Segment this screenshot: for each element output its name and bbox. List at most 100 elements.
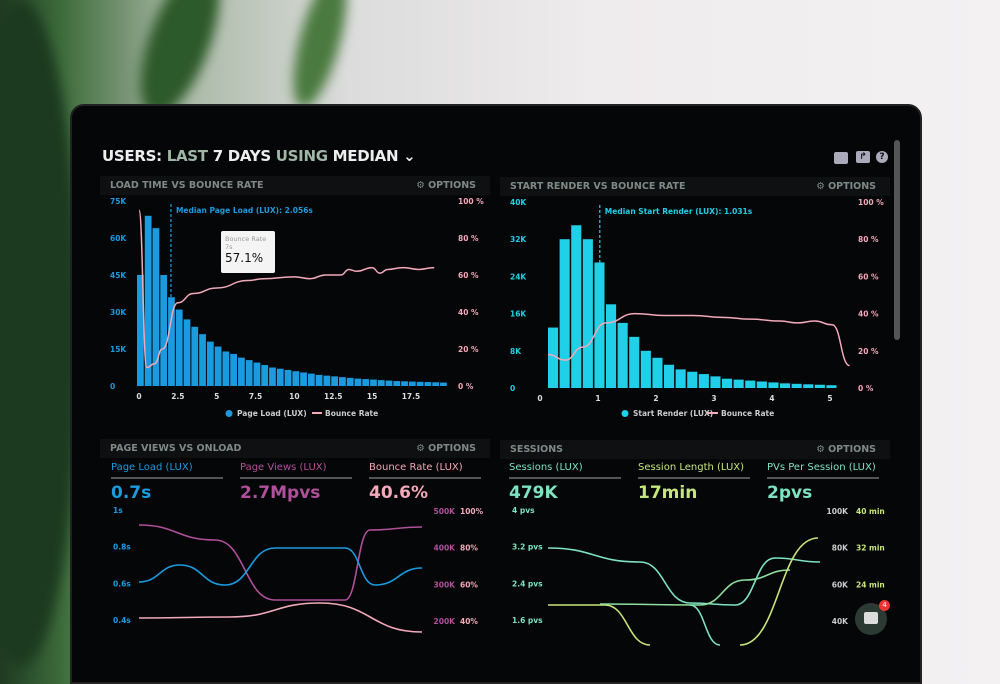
y-tick-label: 1s <box>113 506 123 515</box>
x-tick-label: 12.5 <box>324 392 343 401</box>
y-tick-label: 100K <box>827 507 850 516</box>
histogram-bar <box>710 376 721 388</box>
y-tick-label: 500K <box>434 507 457 516</box>
mode-selector[interactable]: MEDIAN <box>332 147 399 165</box>
panel-header-load: LOAD TIME VS BOUNCE RATE ⚙ OPTIONS <box>100 176 490 195</box>
kpi-label: Page Views (LUX) <box>240 462 352 479</box>
chevron-down-icon[interactable]: ⌄ <box>403 147 416 165</box>
histogram-bar <box>826 385 837 388</box>
histogram-bar <box>238 357 245 386</box>
histogram-bar <box>424 382 432 386</box>
histogram-bar <box>385 380 393 386</box>
y-tick-label: 300K <box>434 580 457 589</box>
x-tick-label: 2.5 <box>171 392 184 401</box>
range-selector[interactable]: 7 DAYS <box>212 147 271 165</box>
y-tick-label: 45K <box>110 271 127 280</box>
histogram-bar <box>362 379 370 386</box>
panel-header-sessions: SESSIONS ⚙ OPTIONS <box>500 440 890 459</box>
histogram-bar <box>733 379 744 388</box>
histogram-bar <box>722 378 733 388</box>
median-label: Median Page Load (LUX): 2.056s <box>176 206 313 215</box>
histogram-bar <box>791 383 802 388</box>
y2-tick-label: 40 % <box>458 308 479 317</box>
legend-marker <box>225 410 233 417</box>
x-tick-label: 2 <box>653 394 658 403</box>
help-icon[interactable]: ? <box>876 151 888 163</box>
histogram-bar <box>183 319 191 386</box>
y-tick-label: 75K <box>110 197 127 206</box>
notification-badge: 4 <box>879 600 890 611</box>
sessions-line <box>689 604 721 646</box>
y-tick-label: 80K <box>832 544 849 553</box>
histogram-bar <box>745 380 756 388</box>
y2-tick-label: 20 % <box>458 345 479 354</box>
options-button[interactable]: ⚙ OPTIONS <box>416 180 476 191</box>
monitor-icon[interactable] <box>834 152 848 164</box>
y2-tick-label: 80 % <box>858 235 879 244</box>
y-tick-label: 0.8s <box>113 543 131 552</box>
histogram-bar <box>292 371 300 386</box>
y-tick-label: 15K <box>110 345 127 354</box>
histogram-bar <box>687 371 698 388</box>
share-icon[interactable]: ↱ <box>856 151 870 163</box>
scrollbar[interactable] <box>894 140 900 340</box>
histogram-bar <box>300 372 307 386</box>
histogram-bar <box>571 225 582 388</box>
kpi-value: 17min <box>638 483 698 503</box>
histogram-bar <box>440 382 447 386</box>
kpi-pageviews: Page Views (LUX) 2.7Mpvs <box>240 462 352 503</box>
x-tick-label: 4 <box>769 394 774 403</box>
y-tick-label: 16K <box>510 310 527 319</box>
y2-tick-label: 80 % <box>458 234 479 243</box>
histogram-bar <box>160 275 168 386</box>
kpi-value: 479K <box>509 483 558 503</box>
options-button[interactable]: ⚙ OPTIONS <box>416 443 476 454</box>
bounce-rate-line <box>138 602 423 633</box>
histogram-bar <box>261 365 269 386</box>
histogram-bar <box>370 379 377 386</box>
legend-marker <box>621 410 629 417</box>
page-title[interactable]: USERS: LAST 7 DAYS USING MEDIAN ⌄ <box>102 147 416 165</box>
bounce-rate-line <box>547 312 850 367</box>
y2-tick-label: 60 % <box>858 272 879 281</box>
histogram-bar <box>814 384 825 388</box>
options-button[interactable]: ⚙ OPTIONS <box>816 444 876 455</box>
options-button[interactable]: ⚙ OPTIONS <box>816 181 876 192</box>
y2-tick-label: 60 % <box>458 271 479 280</box>
y-tick-label: 24 min <box>856 580 885 589</box>
y-tick-label: 1.6 pvs <box>512 616 543 625</box>
chat-button[interactable]: 4 <box>855 600 890 635</box>
histogram-bar <box>698 374 709 388</box>
histogram-bar <box>199 334 206 386</box>
histogram-bar <box>377 380 385 386</box>
legend-label: Page Load (LUX) <box>237 409 307 418</box>
panel-header-pageviews: PAGE VIEWS VS ONLOAD ⚙ OPTIONS <box>100 439 490 458</box>
title-text: LAST <box>166 147 208 165</box>
x-tick-label: 5 <box>827 394 832 403</box>
histogram-bar <box>245 360 253 386</box>
kpi-value: 40.6% <box>369 483 428 503</box>
kpi-pageviews: Page Load (LUX) 0.7s <box>111 462 223 503</box>
histogram-bar <box>354 378 362 386</box>
histogram-bar <box>144 215 152 386</box>
histogram-bar <box>629 336 640 388</box>
y2-tick-label: 0 % <box>858 384 874 393</box>
tooltip-value: 57.1% <box>225 251 264 265</box>
y-tick-label: 40K <box>832 617 849 626</box>
y2-tick-label: 100 % <box>458 197 484 206</box>
bounce-rate-line <box>138 209 435 369</box>
histogram-bar <box>652 357 663 388</box>
y2-tick-label: 0 % <box>458 382 474 391</box>
histogram-bar <box>548 327 559 388</box>
x-tick-label: 17.5 <box>402 392 421 401</box>
y-tick-label: 0.4s <box>113 616 131 625</box>
y-tick-label: 0 <box>510 384 515 393</box>
kpi-label: PVs Per Session (LUX) <box>767 462 879 479</box>
page-load-line <box>138 547 423 586</box>
x-tick-label: 7.5 <box>249 392 262 401</box>
median-label: Median Start Render (LUX): 1.031s <box>605 207 753 216</box>
y-tick-label: 60K <box>832 580 849 589</box>
kpi-value: 2pvs <box>767 483 813 503</box>
y-tick-label: 30K <box>110 308 127 317</box>
histogram-bar <box>152 228 160 386</box>
